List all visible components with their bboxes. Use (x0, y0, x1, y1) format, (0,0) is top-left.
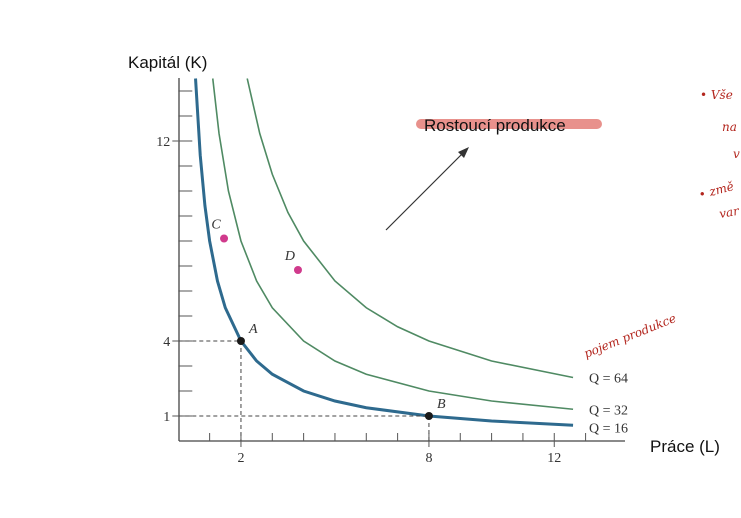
arrow (385, 149, 467, 231)
series-label: Q = 64 (589, 372, 628, 387)
y-axis-label: Kapitál (K) (128, 53, 207, 72)
handwritten-note: • Vše (700, 88, 733, 102)
point (236, 337, 245, 345)
handwritten-note: • změ (697, 179, 735, 202)
point-label: A (248, 322, 258, 337)
y-tick-label: 1 (163, 410, 170, 425)
arrow-head (458, 147, 469, 158)
point-label: D (284, 249, 295, 264)
x-tick-label: 8 (425, 451, 432, 466)
point-label: B (437, 397, 446, 412)
x-tick-label: 2 (237, 451, 244, 466)
x-axis-label: Práce (L) (650, 437, 720, 456)
handwritten-note: pojem produkce (582, 311, 678, 361)
y-tick-label: 4 (163, 335, 170, 350)
isoquant (246, 78, 574, 379)
isoquant (194, 78, 574, 427)
handwritten-note: na (722, 120, 737, 134)
handwritten-note: v (733, 147, 740, 161)
x-tick-label: 12 (547, 451, 561, 466)
highlight (416, 119, 602, 129)
isoquant (211, 78, 574, 411)
annotation: Rostoucí produkce (424, 116, 566, 135)
point (220, 234, 229, 243)
series-label: Q = 16 (589, 421, 628, 436)
handwritten-note: var (718, 204, 741, 221)
series-label: Q = 32 (589, 403, 628, 418)
point (293, 266, 302, 274)
point-label: C (211, 218, 221, 233)
y-tick-label: 12 (156, 135, 170, 150)
point (424, 412, 433, 420)
